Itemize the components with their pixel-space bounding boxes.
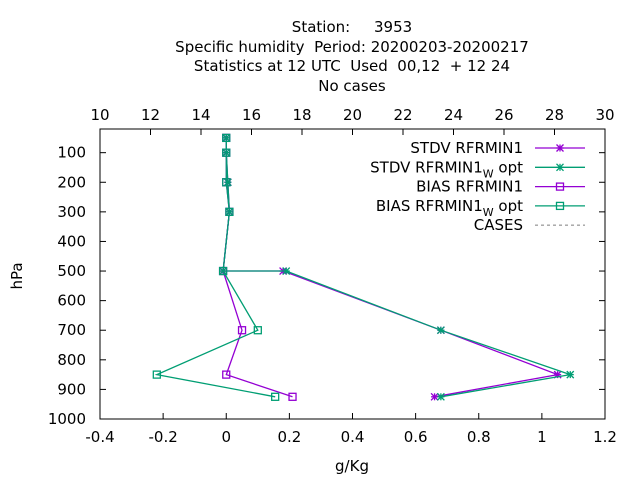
data-point — [430, 392, 439, 401]
legend-entry: BIAS RFRMIN1W opt — [376, 197, 585, 219]
x-tick-label: 0.6 — [404, 428, 428, 446]
legend-entry: BIAS RFRMIN1 — [416, 178, 585, 196]
x2-tick-label: 10 — [90, 106, 109, 124]
data-point — [436, 326, 445, 335]
series-line — [222, 137, 293, 398]
legend-entry: STDV RFRMIN1 — [410, 139, 585, 157]
x-tick-label: 0.8 — [467, 428, 491, 446]
plot-area-border — [99, 128, 606, 420]
x2-tick-label: 14 — [191, 106, 210, 124]
y-tick-label: 600 — [57, 292, 86, 310]
x2-tick-label: 22 — [393, 106, 412, 124]
x2-tick-label: 18 — [292, 106, 311, 124]
legend-label: BIAS RFRMIN1 — [416, 178, 523, 196]
x2-axis: 10 12 14 16 18 20 22 24 26 28 30 — [90, 106, 615, 135]
legend-label: STDV RFRMIN1 — [410, 139, 523, 157]
x2-tick-label: 12 — [141, 106, 160, 124]
series-2 — [218, 133, 297, 401]
title-line-4: No cases — [318, 77, 386, 95]
x-tick-label: 0 — [221, 428, 231, 446]
x2-tick-label: 24 — [444, 106, 463, 124]
legend-label: STDV RFRMIN1W opt — [370, 158, 523, 180]
legend-marker — [555, 201, 565, 211]
x-tick-label: 0.2 — [277, 428, 301, 446]
data-point — [253, 326, 262, 335]
x2-tick-label: 30 — [595, 106, 614, 124]
legend-entry: STDV RFRMIN1W opt — [370, 158, 585, 180]
data-point — [288, 392, 297, 401]
x-tick-label: 0.4 — [341, 428, 365, 446]
x-tick-label: 1 — [537, 428, 547, 446]
y-tick-label: 400 — [57, 232, 86, 250]
y-tick-label: 100 — [57, 144, 86, 162]
data-point — [222, 133, 231, 143]
x2-tick-label: 16 — [242, 106, 261, 124]
data-point — [222, 133, 231, 142]
series-layer — [152, 133, 575, 401]
series-3 — [152, 133, 280, 401]
y-tick-label: 300 — [57, 203, 86, 221]
y-tick-label: 900 — [57, 380, 86, 398]
legend-marker — [555, 182, 565, 191]
title-line-3: Statistics at 12 UTC Used 00,12 + 12 24 — [194, 57, 510, 75]
title-line-1: Station: 3953 — [292, 18, 412, 36]
y-tick-label: 800 — [57, 351, 86, 369]
legend-label: CASES — [474, 216, 523, 234]
data-point — [566, 370, 575, 379]
data-point — [436, 392, 445, 401]
x-tick-label: 1.2 — [593, 428, 617, 446]
data-point — [237, 326, 247, 335]
data-point — [282, 267, 291, 276]
x-axis: -0.4 -0.2 0 0.2 0.4 0.6 0.8 1 1.2 — [85, 413, 617, 446]
data-point — [222, 148, 231, 157]
legend-marker — [556, 163, 564, 172]
data-point — [271, 392, 280, 401]
data-point — [218, 266, 228, 276]
y-tick-label: 1000 — [48, 410, 86, 428]
data-point — [225, 207, 234, 217]
y-tick-label: 700 — [57, 321, 86, 339]
y-tick-label: 200 — [57, 173, 86, 191]
chart-title: Station: 3953 Specific humidity Period: … — [175, 18, 529, 95]
legend-entry: CASES — [474, 216, 585, 234]
x2-tick-label: 26 — [494, 106, 513, 124]
y-axis-label: hPa — [8, 262, 26, 289]
series-line — [154, 137, 276, 398]
legend-label: BIAS RFRMIN1W opt — [376, 197, 523, 219]
x-tick-label: -0.2 — [148, 428, 177, 446]
x-tick-label: -0.4 — [85, 428, 114, 446]
y-axis: 100 200 300 400 500 600 700 800 900 1000 — [48, 144, 605, 428]
data-point — [222, 178, 231, 187]
data-point — [222, 370, 231, 379]
x2-tick-label: 28 — [545, 106, 564, 124]
title-line-2: Specific humidity Period: 20200203-20200… — [175, 38, 529, 56]
data-point — [152, 370, 161, 379]
x-axis-label: g/Kg — [335, 457, 369, 475]
x2-tick-label: 20 — [343, 106, 362, 124]
legend-marker — [556, 144, 564, 152]
y-tick-label: 500 — [57, 262, 86, 280]
